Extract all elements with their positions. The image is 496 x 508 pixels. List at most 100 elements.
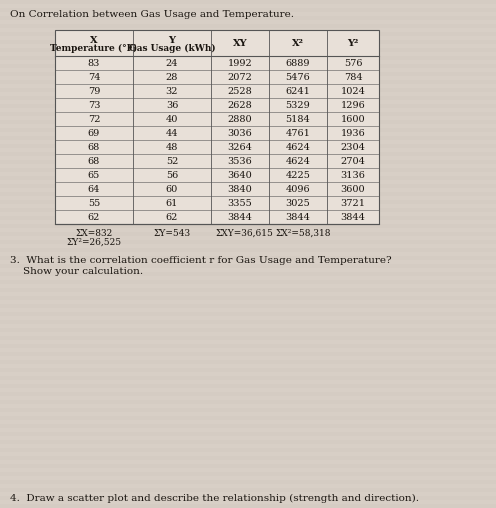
Text: 55: 55 xyxy=(88,199,100,207)
Text: 74: 74 xyxy=(88,73,100,81)
Text: Show your calculation.: Show your calculation. xyxy=(10,267,143,276)
Text: On Correlation between Gas Usage and Temperature.: On Correlation between Gas Usage and Tem… xyxy=(10,10,294,19)
Text: 4624: 4624 xyxy=(286,143,310,151)
Text: 3036: 3036 xyxy=(228,129,252,138)
Text: 3844: 3844 xyxy=(228,212,252,221)
Bar xyxy=(0,408,496,412)
Bar xyxy=(0,144,496,148)
Bar xyxy=(0,104,496,108)
Bar xyxy=(0,64,496,68)
Bar xyxy=(0,32,496,36)
Bar xyxy=(0,232,496,236)
Text: 576: 576 xyxy=(344,58,362,68)
Text: 2880: 2880 xyxy=(228,114,252,123)
Text: 3536: 3536 xyxy=(228,156,252,166)
Bar xyxy=(0,72,496,76)
Text: 3600: 3600 xyxy=(341,184,366,194)
Text: 28: 28 xyxy=(166,73,178,81)
Bar xyxy=(0,368,496,372)
Text: ΣY²=26,525: ΣY²=26,525 xyxy=(66,238,122,247)
Text: Y: Y xyxy=(169,36,176,45)
Text: 5184: 5184 xyxy=(286,114,310,123)
Text: X²: X² xyxy=(292,39,304,48)
Bar xyxy=(0,168,496,172)
Bar xyxy=(0,304,496,308)
Bar xyxy=(0,472,496,476)
Text: 4.  Draw a scatter plot and describe the relationship (strength and direction).: 4. Draw a scatter plot and describe the … xyxy=(10,494,419,503)
Bar xyxy=(0,40,496,44)
Bar xyxy=(0,8,496,12)
Text: 1936: 1936 xyxy=(341,129,366,138)
Bar xyxy=(0,456,496,460)
Text: Y²: Y² xyxy=(347,39,359,48)
Text: 3840: 3840 xyxy=(228,184,252,194)
Bar xyxy=(0,176,496,180)
Bar xyxy=(0,248,496,252)
Text: 72: 72 xyxy=(88,114,100,123)
Bar xyxy=(0,336,496,340)
Text: 1600: 1600 xyxy=(341,114,366,123)
Text: 2304: 2304 xyxy=(341,143,366,151)
Bar xyxy=(0,464,496,468)
Text: 2072: 2072 xyxy=(228,73,252,81)
Bar xyxy=(0,496,496,500)
Bar xyxy=(0,24,496,28)
Text: 24: 24 xyxy=(166,58,178,68)
Text: 2528: 2528 xyxy=(228,86,252,96)
Bar xyxy=(0,80,496,84)
Bar xyxy=(0,224,496,228)
Bar xyxy=(0,160,496,164)
Text: 83: 83 xyxy=(88,58,100,68)
Bar xyxy=(0,480,496,484)
Text: Temperature (°F): Temperature (°F) xyxy=(51,44,137,53)
Text: 73: 73 xyxy=(88,101,100,110)
Text: 5329: 5329 xyxy=(286,101,310,110)
Bar xyxy=(0,288,496,292)
Text: 68: 68 xyxy=(88,156,100,166)
Bar xyxy=(0,184,496,188)
Text: 52: 52 xyxy=(166,156,178,166)
Bar xyxy=(0,88,496,92)
Bar xyxy=(0,152,496,156)
Text: 48: 48 xyxy=(166,143,178,151)
Bar xyxy=(0,200,496,204)
Text: ΣXY=36,615: ΣXY=36,615 xyxy=(216,229,274,238)
Bar xyxy=(0,312,496,316)
Bar xyxy=(0,344,496,348)
Text: 4225: 4225 xyxy=(286,171,310,179)
Bar xyxy=(0,360,496,364)
Text: ΣX=832: ΣX=832 xyxy=(75,229,113,238)
Bar xyxy=(0,400,496,404)
Text: 79: 79 xyxy=(88,86,100,96)
Bar xyxy=(0,240,496,244)
Text: 68: 68 xyxy=(88,143,100,151)
Text: 56: 56 xyxy=(166,171,178,179)
Bar xyxy=(0,120,496,124)
Text: 32: 32 xyxy=(166,86,178,96)
Bar xyxy=(0,208,496,212)
Text: 62: 62 xyxy=(166,212,178,221)
Text: 3640: 3640 xyxy=(228,171,252,179)
Text: 1024: 1024 xyxy=(341,86,366,96)
Text: 61: 61 xyxy=(166,199,178,207)
Text: 62: 62 xyxy=(88,212,100,221)
Bar xyxy=(0,16,496,20)
Bar xyxy=(0,56,496,60)
Text: 3355: 3355 xyxy=(228,199,252,207)
Text: 4761: 4761 xyxy=(286,129,310,138)
Text: 40: 40 xyxy=(166,114,178,123)
Bar xyxy=(0,128,496,132)
Text: 4096: 4096 xyxy=(286,184,310,194)
Text: 6889: 6889 xyxy=(286,58,310,68)
Text: 3844: 3844 xyxy=(341,212,366,221)
Text: 3136: 3136 xyxy=(341,171,366,179)
Text: 65: 65 xyxy=(88,171,100,179)
Bar xyxy=(0,192,496,196)
Bar xyxy=(0,0,496,4)
Text: 64: 64 xyxy=(88,184,100,194)
Bar xyxy=(0,440,496,444)
Bar xyxy=(0,432,496,436)
Text: 784: 784 xyxy=(344,73,362,81)
Text: 4624: 4624 xyxy=(286,156,310,166)
Bar xyxy=(0,328,496,332)
